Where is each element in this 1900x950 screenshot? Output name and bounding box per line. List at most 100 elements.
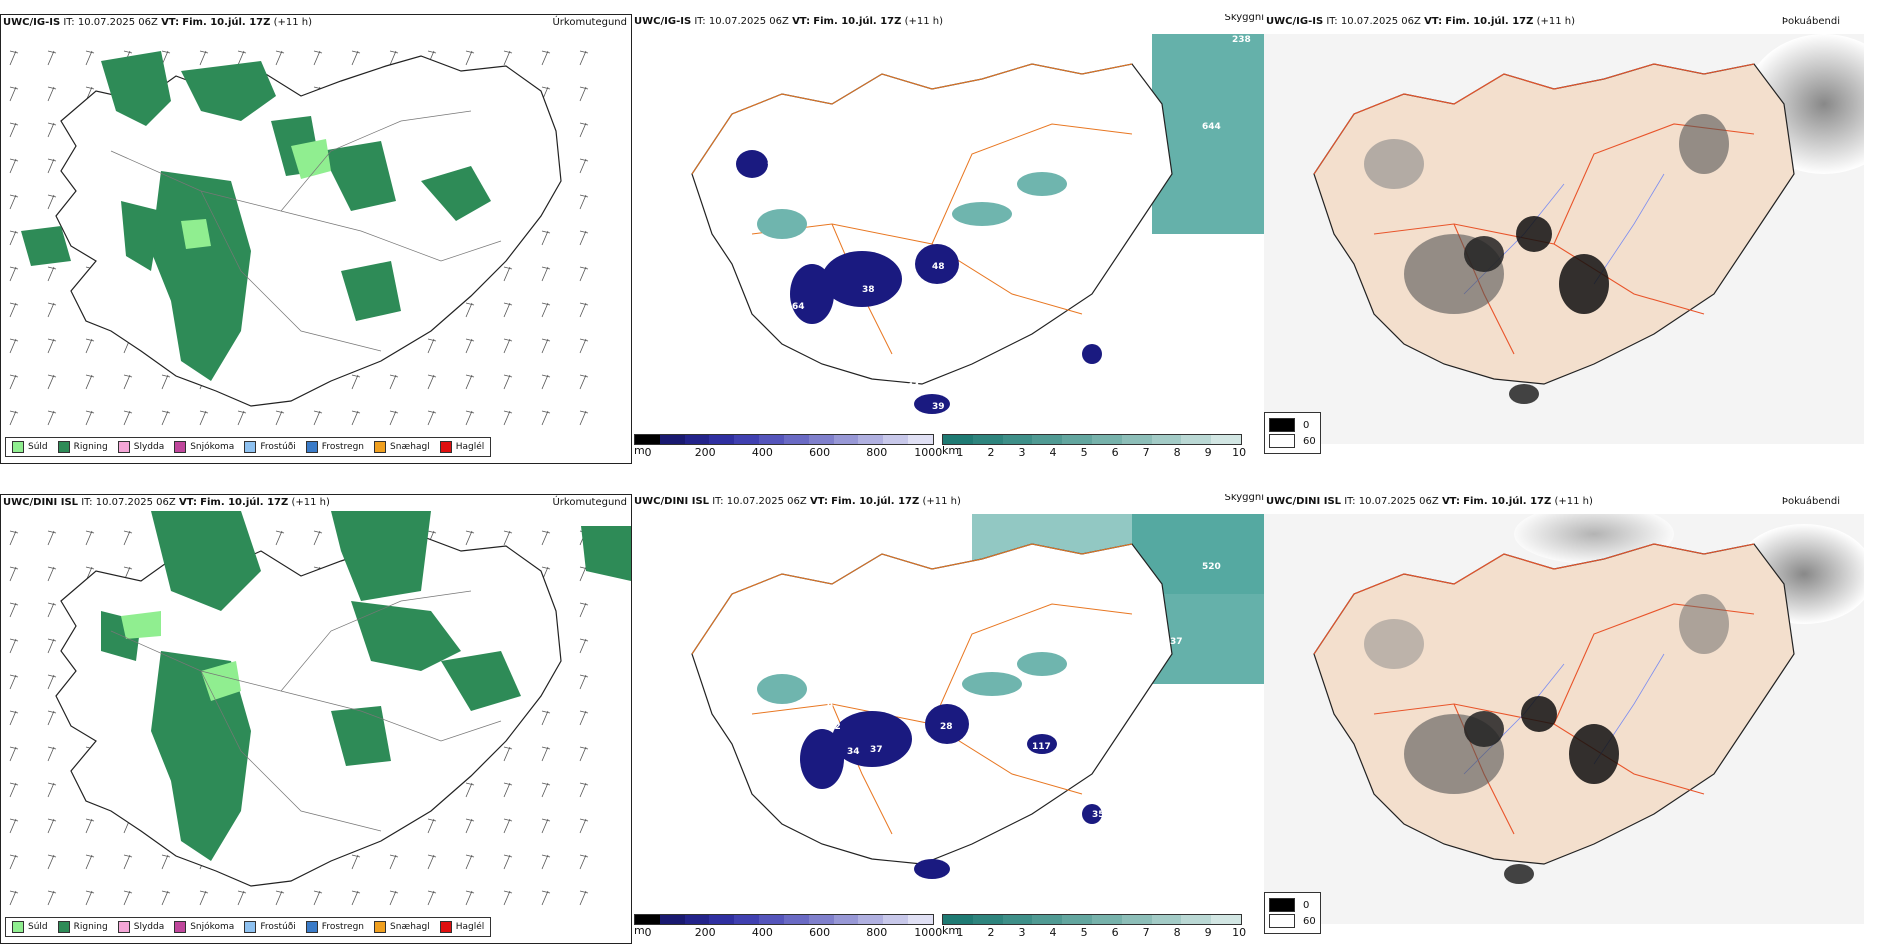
wind-barb [389, 410, 399, 426]
wind-barb [9, 746, 19, 762]
wind-barb [9, 86, 19, 102]
wind-barb [85, 530, 95, 546]
vis-label: 287 [1122, 162, 1141, 172]
wind-barb [47, 890, 57, 906]
colorbar-cell [972, 915, 1003, 924]
panel-header: UWC/DINI ISL IT: 10.07.2025 06Z VT: Fim.… [3, 497, 330, 508]
colorbar-cell [1002, 915, 1033, 924]
wind-barb [579, 266, 589, 282]
wind-barb [85, 818, 95, 834]
wind-barb [9, 410, 19, 426]
wind-barb [9, 530, 19, 546]
wind-barb [275, 530, 285, 546]
wind-barb [465, 890, 475, 906]
wind-barb [503, 854, 513, 870]
vis-label: 27 [757, 242, 770, 252]
fog-map [1264, 514, 1864, 924]
legend-item-slydda: Slydda [117, 441, 164, 453]
colorbar-cell [1121, 915, 1152, 924]
wind-barb [465, 818, 475, 834]
wind-barb [503, 266, 513, 282]
wind-barb [9, 782, 19, 798]
wind-barb [427, 818, 437, 834]
wind-barb [351, 374, 361, 390]
wind-barb [85, 890, 95, 906]
colorbar-cell [943, 915, 973, 924]
wind-barb [579, 818, 589, 834]
wind-barb [9, 710, 19, 726]
panel-title: Þokuábendi [1781, 16, 1840, 27]
vis-label: 46 [897, 877, 910, 887]
colorbar-cell [759, 915, 784, 924]
colorbar-cell [1211, 915, 1241, 924]
wind-barb [541, 746, 551, 762]
wind-barb [9, 122, 19, 138]
wind-barb [579, 338, 589, 354]
vis-label: 52 [772, 637, 785, 647]
low-visibility-areas [736, 150, 1102, 414]
colorbar-cell [808, 435, 834, 444]
wind-barb [579, 710, 589, 726]
visibility-map: 644 238 39 20 27 33 64 38 48 25 51 21 44… [691, 34, 1264, 414]
wind-barb [579, 302, 589, 318]
vis-label: 39 [767, 157, 780, 167]
vis-label: 21 [902, 357, 915, 367]
wind-barb [47, 158, 57, 174]
wind-barb [579, 602, 589, 618]
wind-barb [579, 374, 589, 390]
panel-header: UWC/IG-IS IT: 10.07.2025 06Z VT: Fim. 10… [634, 16, 943, 27]
wind-barb [47, 86, 57, 102]
vis-label: 117 [1032, 742, 1051, 752]
wind-barb [47, 602, 57, 618]
legend-item-snjokoma: Snjókoma [174, 441, 234, 453]
wind-barb [123, 374, 133, 390]
colorbar-cell [1181, 915, 1212, 924]
wind-barb [579, 194, 589, 210]
wind-barb [47, 710, 57, 726]
wind-barb [579, 410, 589, 426]
colorbar-cell [1002, 435, 1033, 444]
lead-time: (+11 h) [273, 17, 312, 28]
wind-barb [313, 890, 323, 906]
wind-barb [503, 338, 513, 354]
wind-barb [427, 854, 437, 870]
colorbar-cell [1181, 435, 1212, 444]
colorbar-cell [734, 915, 760, 924]
wind-barb [47, 782, 57, 798]
roads [110, 110, 502, 352]
colorbar-cell [1091, 915, 1122, 924]
wind-barb [47, 302, 57, 318]
panel-header: UWC/DINI ISL IT: 10.07.2025 06Z VT: Fim.… [1266, 496, 1593, 507]
vis-label: 40 [847, 777, 860, 787]
vis-label: 644 [1202, 122, 1221, 132]
wind-barb [47, 374, 57, 390]
wind-barb [427, 374, 437, 390]
wind-barb [85, 410, 95, 426]
colorbar-cell [635, 915, 660, 924]
wind-barb [9, 158, 19, 174]
wind-barb [123, 890, 133, 906]
colorbar-cell [684, 915, 710, 924]
colorbar-cell [1032, 435, 1063, 444]
wind-barb [579, 854, 589, 870]
wind-barb [47, 50, 57, 66]
wind-barb [541, 818, 551, 834]
valid-label: VT: [161, 17, 180, 28]
vis-label: 37 [870, 745, 883, 755]
wind-barb [85, 338, 95, 354]
wind-barb [541, 890, 551, 906]
vis-label: 37 [1170, 637, 1183, 647]
wind-barb [579, 122, 589, 138]
vis-label: 409 [1097, 175, 1116, 185]
wind-barb [541, 410, 551, 426]
precip-type-legend: Súld Rigning Slydda Snjókoma Frostúði Fr… [5, 917, 492, 937]
colorbar-cell [883, 915, 909, 924]
colorbar-cell [659, 435, 685, 444]
row2-precip-panel: UWC/DINI ISL IT: 10.07.2025 06Z VT: Fim.… [0, 494, 632, 944]
panel-title: Skyggni [1224, 14, 1264, 23]
colorbar-cell [1062, 915, 1092, 924]
wind-barb [9, 374, 19, 390]
wind-barb [503, 374, 513, 390]
wind-barb [503, 746, 513, 762]
vis-label: 35 [1092, 810, 1105, 820]
